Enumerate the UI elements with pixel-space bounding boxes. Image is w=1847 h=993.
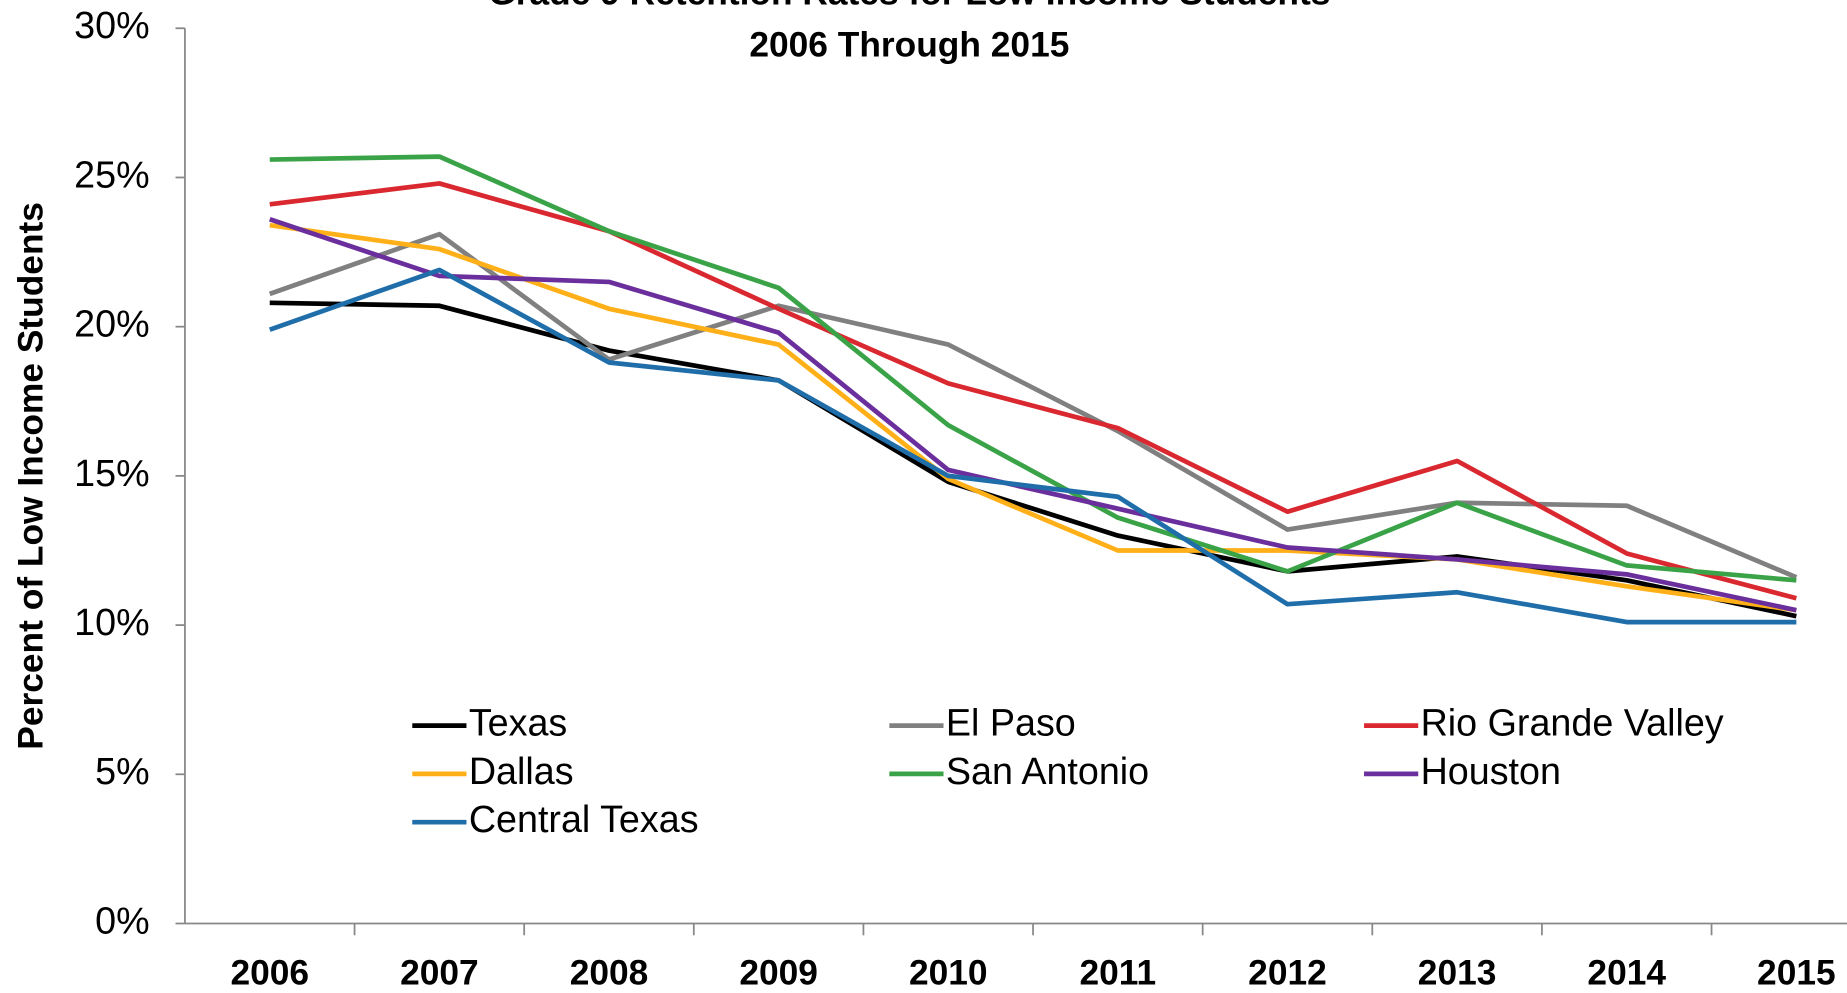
series-line bbox=[269, 222, 1797, 613]
legend-label: San Antonio bbox=[946, 750, 1149, 792]
y-axis-label: Percent of Low Income Students bbox=[11, 202, 50, 750]
series-line bbox=[268, 267, 1797, 625]
x-tick-label: 2014 bbox=[1587, 954, 1666, 993]
legend-label: El Paso bbox=[946, 702, 1076, 744]
x-tick-label: 2009 bbox=[739, 954, 818, 993]
series-line bbox=[268, 231, 1798, 580]
y-tick-label: 10% bbox=[74, 601, 149, 643]
y-tick-label: 5% bbox=[95, 750, 149, 792]
y-tick-label: 30% bbox=[74, 4, 149, 46]
x-tick-label: 2006 bbox=[230, 954, 309, 993]
legend-label: Central Texas bbox=[469, 798, 699, 840]
x-tick-label: 2008 bbox=[570, 954, 649, 993]
legend-label: Texas bbox=[469, 702, 567, 744]
y-tick-label: 0% bbox=[95, 899, 149, 941]
x-tick-label: 2012 bbox=[1248, 954, 1327, 993]
x-tick-label: 2015 bbox=[1757, 954, 1836, 993]
x-tick-label: 2013 bbox=[1418, 954, 1497, 993]
series-line bbox=[269, 181, 1797, 601]
legend-label: Dallas bbox=[469, 750, 574, 792]
y-tick-label: 15% bbox=[74, 452, 149, 494]
chart-title: Grade 9 Retention Rates for Low Income S… bbox=[488, 0, 1330, 13]
x-tick-label: 2007 bbox=[400, 954, 479, 993]
legend-label: Houston bbox=[1421, 750, 1561, 792]
series-line bbox=[269, 154, 1797, 583]
x-tick-label: 2010 bbox=[909, 954, 988, 993]
series-line bbox=[268, 217, 1797, 613]
y-tick-label: 25% bbox=[74, 153, 149, 195]
chart-subtitle: 2006 Through 2015 bbox=[749, 25, 1069, 64]
legend-label: Rio Grande Valley bbox=[1421, 702, 1724, 744]
x-tick-label: 2011 bbox=[1080, 954, 1157, 993]
y-tick-label: 20% bbox=[74, 303, 149, 345]
